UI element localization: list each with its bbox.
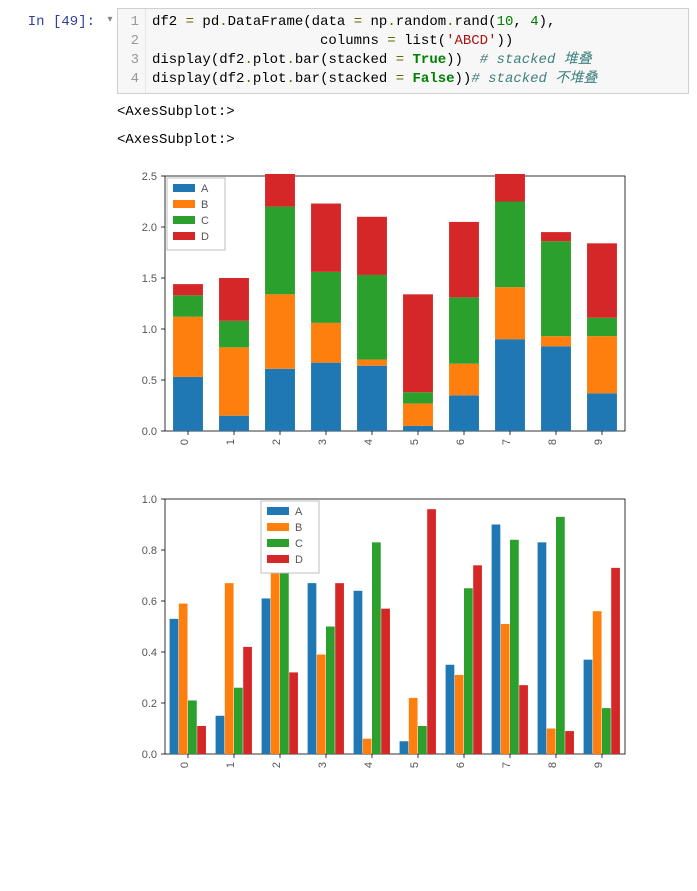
line-gutter: 1 2 3 4 [118,9,146,93]
svg-text:2.0: 2.0 [142,222,157,234]
line-number: 4 [118,70,139,89]
stacked-bar-chart: 0.0 0.5 1.0 1.5 2.0 2.5 0 1 2 3 4 5 6 7 8 9 ABCD [117,162,689,465]
svg-text:2: 2 [271,762,283,768]
svg-text:0: 0 [179,439,191,445]
grouped-bar-chart: 0.0 0.2 0.4 0.6 0.8 1.0 0 1 2 3 4 5 6 7 8 9 ABCD [117,485,689,788]
svg-text:A: A [201,183,209,195]
output-line: <AxesSubplot:> [117,104,689,120]
output-line: <AxesSubplot:> [117,132,689,148]
svg-text:D: D [201,231,209,243]
line-number: 1 [118,13,139,32]
svg-text:8: 8 [547,439,559,445]
svg-text:6: 6 [455,762,467,768]
svg-text:7: 7 [501,762,513,768]
code-area[interactable]: 1 2 3 4 df2 = pd.DataFrame(data = np.ran… [117,8,689,94]
svg-text:C: C [201,215,209,227]
svg-text:A: A [295,506,303,518]
svg-text:3: 3 [317,439,329,445]
svg-text:1.0: 1.0 [142,324,157,336]
prompt-number: [49]: [53,14,95,30]
stacked-bar-svg: 0.0 0.5 1.0 1.5 2.0 2.5 0 1 2 3 4 5 6 7 8 9 ABCD [117,162,637,465]
svg-text:3: 3 [317,762,329,768]
line-number: 3 [118,51,139,70]
svg-text:6: 6 [455,439,467,445]
svg-text:B: B [201,199,208,211]
svg-text:1: 1 [225,439,237,445]
svg-text:B: B [295,522,302,534]
grouped-bar-svg: 0.0 0.2 0.4 0.6 0.8 1.0 0 1 2 3 4 5 6 7 8 9 ABCD [117,485,637,788]
svg-text:0.6: 0.6 [142,596,157,608]
svg-text:2.5: 2.5 [142,171,157,183]
cell-collapser[interactable]: ▾ [103,8,117,94]
svg-text:0.8: 0.8 [142,545,157,557]
svg-text:9: 9 [593,439,605,445]
code-lines[interactable]: df2 = pd.DataFrame(data = np.random.rand… [146,9,603,93]
svg-text:0.0: 0.0 [142,426,157,438]
svg-text:C: C [295,538,303,550]
svg-text:2: 2 [271,439,283,445]
svg-text:5: 5 [409,762,421,768]
svg-text:D: D [295,554,303,566]
svg-text:4: 4 [363,762,375,768]
svg-text:0: 0 [179,762,191,768]
output-text-area: <AxesSubplot:> <AxesSubplot:> [117,94,689,162]
code-line: columns = list('ABCD')) [152,32,597,51]
svg-text:5: 5 [409,439,421,445]
line-number: 2 [118,32,139,51]
svg-text:0.0: 0.0 [142,749,157,761]
svg-text:0.2: 0.2 [142,698,157,710]
svg-text:8: 8 [547,762,559,768]
svg-text:0.5: 0.5 [142,375,157,387]
input-cell: In [49]: ▾ 1 2 3 4 df2 = pd.DataFrame(da… [8,8,689,94]
svg-text:1.5: 1.5 [142,273,157,285]
svg-text:7: 7 [501,439,513,445]
svg-text:1: 1 [225,762,237,768]
code-line: display(df2.plot.bar(stacked = False))# … [152,70,597,89]
prompt-in-label: In [28,14,53,30]
svg-text:0.4: 0.4 [142,647,157,659]
svg-text:9: 9 [593,762,605,768]
cell-prompt: In [49]: [8,8,103,94]
svg-text:4: 4 [363,439,375,445]
svg-text:1.0: 1.0 [142,494,157,506]
code-line: df2 = pd.DataFrame(data = np.random.rand… [152,13,597,32]
code-line: display(df2.plot.bar(stacked = True)) # … [152,51,597,70]
